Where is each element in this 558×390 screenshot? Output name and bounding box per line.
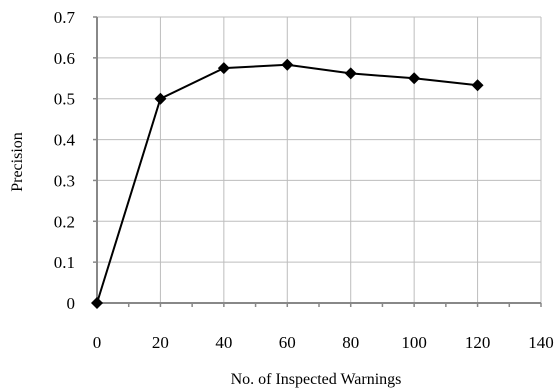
data-point-6 xyxy=(471,79,484,92)
y-tick-label-4: 0.4 xyxy=(54,131,76,150)
x-axis-title: No. of Inspected Warnings xyxy=(231,371,402,388)
x-tick-label-1: 20 xyxy=(152,333,169,352)
data-point-4 xyxy=(344,67,357,80)
data-point-1 xyxy=(154,92,167,105)
data-point-5 xyxy=(408,72,421,85)
data-point-3 xyxy=(281,58,294,71)
x-tick-label-7: 140 xyxy=(528,333,554,352)
y-axis-title: Precision xyxy=(9,132,26,192)
x-tick-label-4: 80 xyxy=(342,333,359,352)
axes xyxy=(93,16,542,307)
data-point-0 xyxy=(91,297,103,309)
x-tick-label-6: 120 xyxy=(465,333,491,352)
y-tick-label-6: 0.6 xyxy=(54,49,75,68)
tick-labels: 0 20 40 60 80 100 120 140 0 0.1 0.2 0.3 0.4 0.5 0.6 0.7 xyxy=(54,8,554,352)
y-tick-label-0: 0 xyxy=(67,294,76,313)
data-point-2 xyxy=(217,62,230,75)
y-tick-label-7: 0.7 xyxy=(54,8,76,27)
data-series xyxy=(91,58,484,309)
grid-lines xyxy=(97,16,542,303)
x-tick-label-0: 0 xyxy=(93,333,102,352)
y-tick-label-1: 0.1 xyxy=(54,253,75,272)
x-tick-label-3: 60 xyxy=(279,333,296,352)
y-tick-label-3: 0.3 xyxy=(54,171,75,190)
x-tick-label-2: 40 xyxy=(215,333,232,352)
y-tick-label-2: 0.2 xyxy=(54,212,75,231)
y-tick-label-5: 0.5 xyxy=(54,90,75,109)
x-tick-label-5: 100 xyxy=(401,333,427,352)
